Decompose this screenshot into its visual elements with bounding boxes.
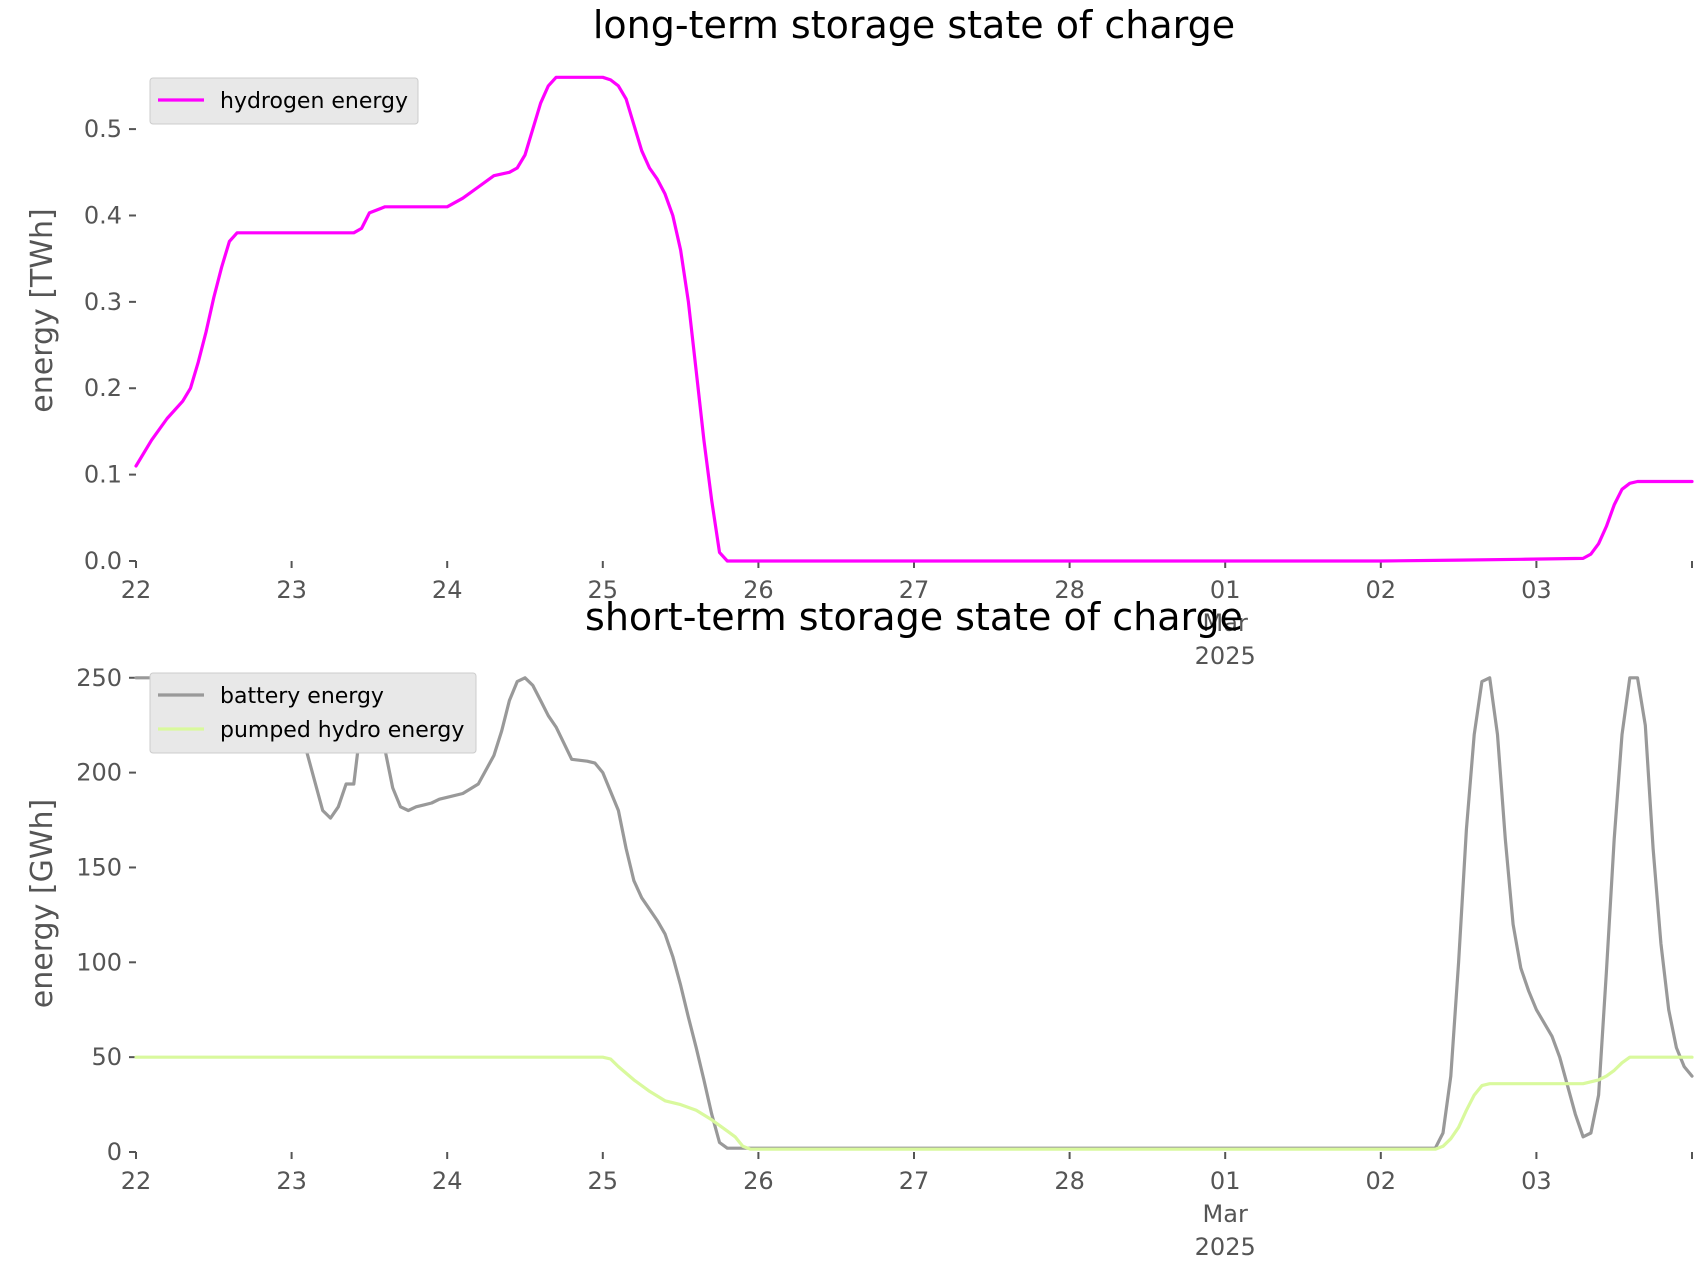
short-term-x-tick-label: 28 <box>1054 1167 1085 1195</box>
short-term-y-tick-label: 150 <box>76 853 122 881</box>
long-term-y-tick-label: 0.4 <box>84 201 122 229</box>
long-term-x-tick-label: 25 <box>588 576 619 604</box>
short-term-series-line-pumped-hydro-energy <box>134 1055 1694 1151</box>
long-term-y-tick-label: 0.0 <box>84 547 122 575</box>
long-term-x-tick-label: 26 <box>743 576 774 604</box>
long-term-x-tick-label: 23 <box>276 576 307 604</box>
long-term-y-tick-label: 0.5 <box>84 115 122 143</box>
short-term-legend-label: battery energy <box>220 684 384 709</box>
long-term-x-tick-label: 03 <box>1521 576 1552 604</box>
short-term-x-tick-label: 02 <box>1366 1167 1397 1195</box>
long-term-y-tick-label: 0.1 <box>84 461 122 489</box>
long-term-x-tick-label: 02 <box>1366 576 1397 604</box>
short-term-x-tick-label: 27 <box>899 1167 930 1195</box>
short-term-x-tick-label: 01 Mar 2025 <box>1195 1167 1256 1261</box>
long-term-x-tick-label: 28 <box>1054 576 1085 604</box>
long-term-y-tick-label: 0.3 <box>84 288 122 316</box>
long-term-legend-box <box>149 77 419 125</box>
short-term-chart-title: short-term storage state of charge <box>585 595 1243 639</box>
short-term-chart: short-term storage state of charge energy… <box>25 595 1694 1261</box>
short-term-x-tick-label-line: Mar <box>1203 1200 1248 1228</box>
long-term-x-tick-label: 24 <box>432 576 463 604</box>
short-term-x-tick-label-line: 2025 <box>1195 1233 1256 1261</box>
long-term-x-tick-label-line: 2025 <box>1195 642 1256 670</box>
long-term-series-line-hydrogen-energy <box>134 75 1694 563</box>
short-term-legend-box <box>149 672 477 754</box>
long-term-legend: hydrogen energy <box>149 77 419 125</box>
short-term-x-tick-label: 22 <box>121 1167 152 1195</box>
short-term-legend-label: pumped hydro energy <box>220 718 464 743</box>
short-term-y-tick-label: 0 <box>107 1138 122 1166</box>
short-term-y-tick-label: 200 <box>76 759 122 787</box>
long-term-legend-label: hydrogen energy <box>220 89 408 114</box>
long-term-y-axis-label: energy [TWh] <box>25 208 60 412</box>
long-term-x-tick-label-line: Mar <box>1203 609 1248 637</box>
long-term-x-tick-label: 27 <box>899 576 930 604</box>
short-term-series-line-battery-energy <box>134 676 1694 1150</box>
long-term-x-tick-label: 01 Mar 2025 <box>1195 576 1256 670</box>
long-term-x-tick-label: 22 <box>121 576 152 604</box>
short-term-x-tick-label: 25 <box>588 1167 619 1195</box>
short-term-y-axis-label: energy [GWh] <box>25 799 60 1008</box>
long-term-chart: long-term storage state of charge energy … <box>25 3 1694 670</box>
short-term-legend: battery energy pumped hydro energy <box>149 672 477 754</box>
short-term-x-tick-label: 24 <box>432 1167 463 1195</box>
short-term-x-tick-label: 03 <box>1521 1167 1552 1195</box>
short-term-x-tick-label: 23 <box>276 1167 307 1195</box>
long-term-y-tick-label: 0.2 <box>84 374 122 402</box>
short-term-y-tick-label: 100 <box>76 948 122 976</box>
short-term-x-tick-label: 26 <box>743 1167 774 1195</box>
long-term-chart-title: long-term storage state of charge <box>593 3 1235 47</box>
short-term-y-tick-label: 250 <box>76 664 122 692</box>
short-term-y-tick-label: 50 <box>91 1043 122 1071</box>
short-term-x-tick-label-line: 01 <box>1210 1167 1241 1195</box>
long-term-x-tick-label-line: 01 <box>1210 576 1241 604</box>
